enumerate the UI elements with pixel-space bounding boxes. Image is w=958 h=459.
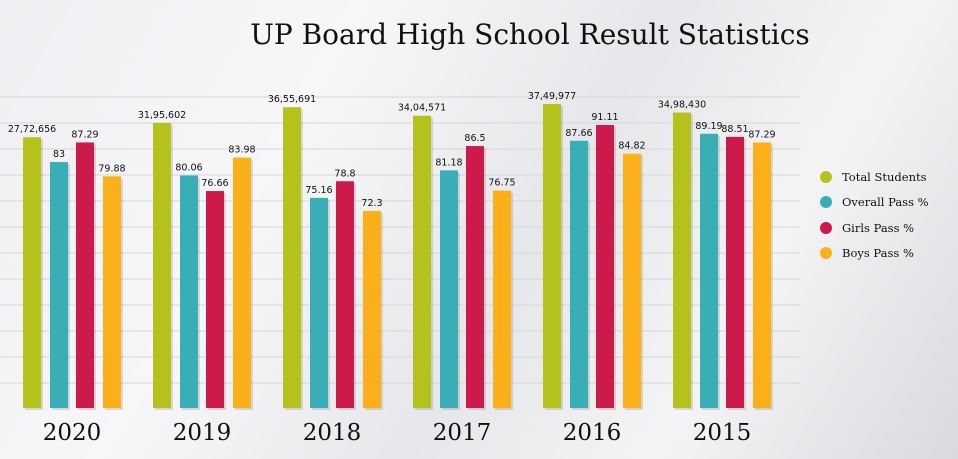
bar-girls-pass--2019 [206,191,224,408]
bar-boys-pass--2015 [753,142,771,408]
data-label: 87.66 [565,128,592,139]
data-label: 84.82 [618,141,645,152]
bar-boys-pass--2017 [493,190,511,408]
legend-item: Boys Pass % [820,241,929,267]
data-label: 87.29 [71,129,98,140]
data-label: 83 [53,149,65,160]
legend-item: Total Students [820,164,929,190]
legend-label: Total Students [842,169,927,184]
legend-swatch [820,196,832,209]
legend-swatch [820,170,832,183]
data-label: 78.8 [334,168,355,179]
bar-overall-pass--2020 [50,162,68,408]
bar-girls-pass--2018 [336,181,354,408]
bar-total-students-2018 [283,107,301,409]
bar-total-students-2015 [673,112,691,408]
bar-overall-pass--2015 [700,133,718,408]
bar-boys-pass--2019 [233,157,251,408]
bar-girls-pass--2015 [726,136,744,408]
legend: Total Students Overall Pass % Girls Pass %… [820,164,929,266]
data-label: 76.66 [201,178,228,189]
legend-label: Girls Pass % [842,220,915,235]
data-label: 34,98,430 [658,100,706,111]
x-tick-label: 2017 [433,420,492,446]
data-label: 72.3 [361,198,382,209]
data-label: 91.11 [591,112,618,123]
bar-boys-pass--2016 [623,153,641,408]
data-label: 83.98 [228,145,255,156]
data-label: 27,72,656 [8,124,56,135]
data-label: 31,95,602 [138,110,186,121]
bar-total-students-2019 [153,122,171,408]
bar-total-students-2016 [543,104,561,408]
bar-overall-pass--2019 [180,175,198,408]
legend-label: Boys Pass % [842,246,914,261]
x-tick-label: 2020 [43,420,102,446]
legend-swatch [820,247,832,260]
data-label: 76.75 [488,178,515,189]
data-label: 79.88 [98,163,125,174]
legend-item: Overall Pass % [820,190,929,216]
data-label: 89.19 [695,121,722,132]
bar-overall-pass--2016 [570,140,588,409]
data-label: 37,49,977 [528,91,576,102]
bar-total-students-2020 [23,137,41,408]
bar-overall-pass--2018 [310,197,328,408]
data-label: 80.06 [175,162,202,173]
bar-boys-pass--2020 [103,176,121,408]
data-label: 34,04,571 [398,103,446,114]
bar-total-students-2017 [413,115,431,408]
bar-overall-pass--2017 [440,170,458,408]
legend-label: Overall Pass % [842,195,929,210]
bar-girls-pass--2016 [596,125,614,408]
data-label: 88.51 [721,124,748,135]
x-tick-label: 2015 [693,420,752,446]
legend-swatch [820,221,832,234]
legend-item: Girls Pass % [820,215,929,241]
x-tick-label: 2018 [303,420,362,446]
data-label: 81.18 [435,157,462,168]
chart-title: UP Board High School Result Statistics [250,18,810,51]
bar-boys-pass--2018 [363,210,381,408]
data-label: 87.29 [748,129,775,140]
data-label: 36,55,691 [268,94,316,105]
x-tick-label: 2019 [173,420,232,446]
x-tick-label: 2016 [563,420,622,446]
bar-girls-pass--2020 [76,142,94,408]
bar-girls-pass--2017 [466,146,484,409]
data-label: 86.5 [464,133,485,144]
data-label: 75.16 [305,185,332,196]
